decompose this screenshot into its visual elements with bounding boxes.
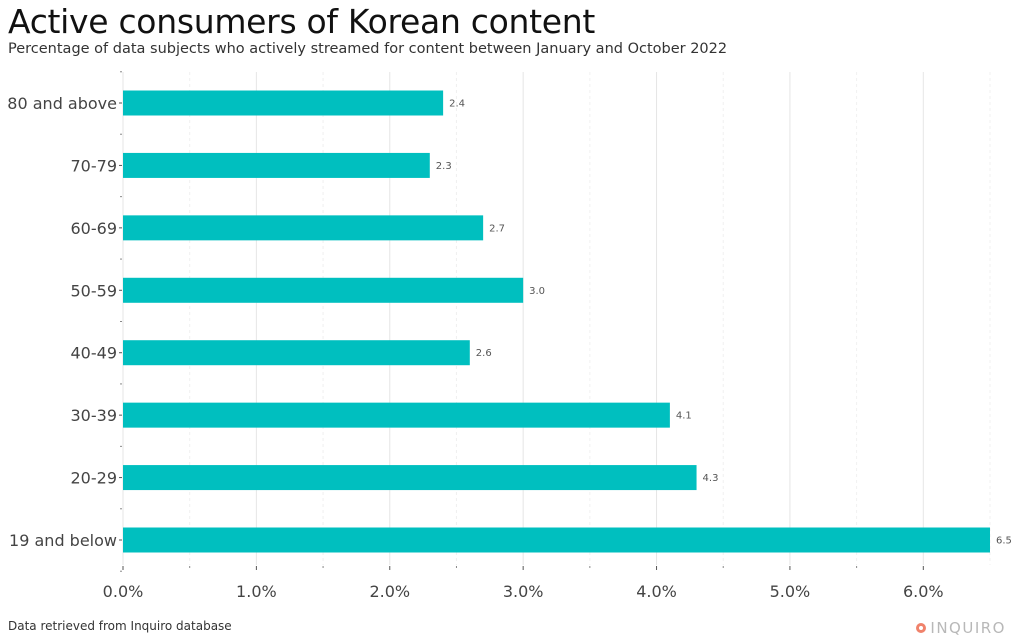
bar	[123, 215, 484, 241]
data-label: 6.5	[996, 536, 1012, 547]
category-label: 80 and above	[7, 94, 117, 113]
axes: 80 and above 70-79 60-69 50-59 40-49 30-39 20-…	[7, 71, 944, 601]
source-caption: Data retrieved from Inquiro database	[8, 619, 232, 633]
chart-subtitle: Percentage of data subjects who actively…	[8, 41, 728, 57]
category-label: 60-69	[71, 219, 118, 238]
bars	[123, 90, 990, 553]
chart-title: Active consumers of Korean content	[8, 2, 596, 41]
category-label: 40-49	[71, 344, 118, 363]
brand-logo-text: INQUIRO	[930, 619, 1006, 637]
bar	[123, 527, 990, 553]
category-label: 70-79	[71, 156, 118, 175]
data-label: 2.6	[476, 348, 492, 359]
x-tick-label: 1.0%	[236, 582, 277, 601]
grid-lines	[122, 72, 991, 565]
x-tick-label: 2.0%	[369, 582, 410, 601]
bar	[123, 465, 697, 491]
data-label: 4.1	[676, 411, 692, 422]
category-label: 50-59	[71, 281, 118, 300]
bar	[123, 90, 444, 116]
category-label: 20-29	[71, 469, 118, 488]
x-tick-label: 3.0%	[503, 582, 544, 601]
inquiro-logo-icon	[916, 623, 927, 633]
data-label: 3.0	[529, 286, 545, 297]
x-tick-label: 6.0%	[903, 582, 944, 601]
data-label: 4.3	[703, 473, 719, 484]
category-label: 30-39	[71, 406, 118, 425]
data-label: 2.3	[436, 161, 452, 172]
bar	[123, 340, 470, 366]
data-label: 2.7	[489, 223, 505, 234]
data-label: 2.4	[449, 99, 465, 110]
x-tick-label: 5.0%	[770, 582, 811, 601]
data-labels: 2.4 2.3 2.7 3.0 2.6 4.1 4.3 6.5	[436, 99, 1012, 547]
x-tick-label: 0.0%	[103, 582, 144, 601]
bar	[123, 277, 524, 303]
bar	[123, 402, 670, 428]
category-label: 19 and below	[9, 531, 117, 550]
brand-logo: INQUIRO	[916, 619, 1006, 637]
bar	[123, 152, 430, 178]
x-tick-label: 4.0%	[636, 582, 677, 601]
